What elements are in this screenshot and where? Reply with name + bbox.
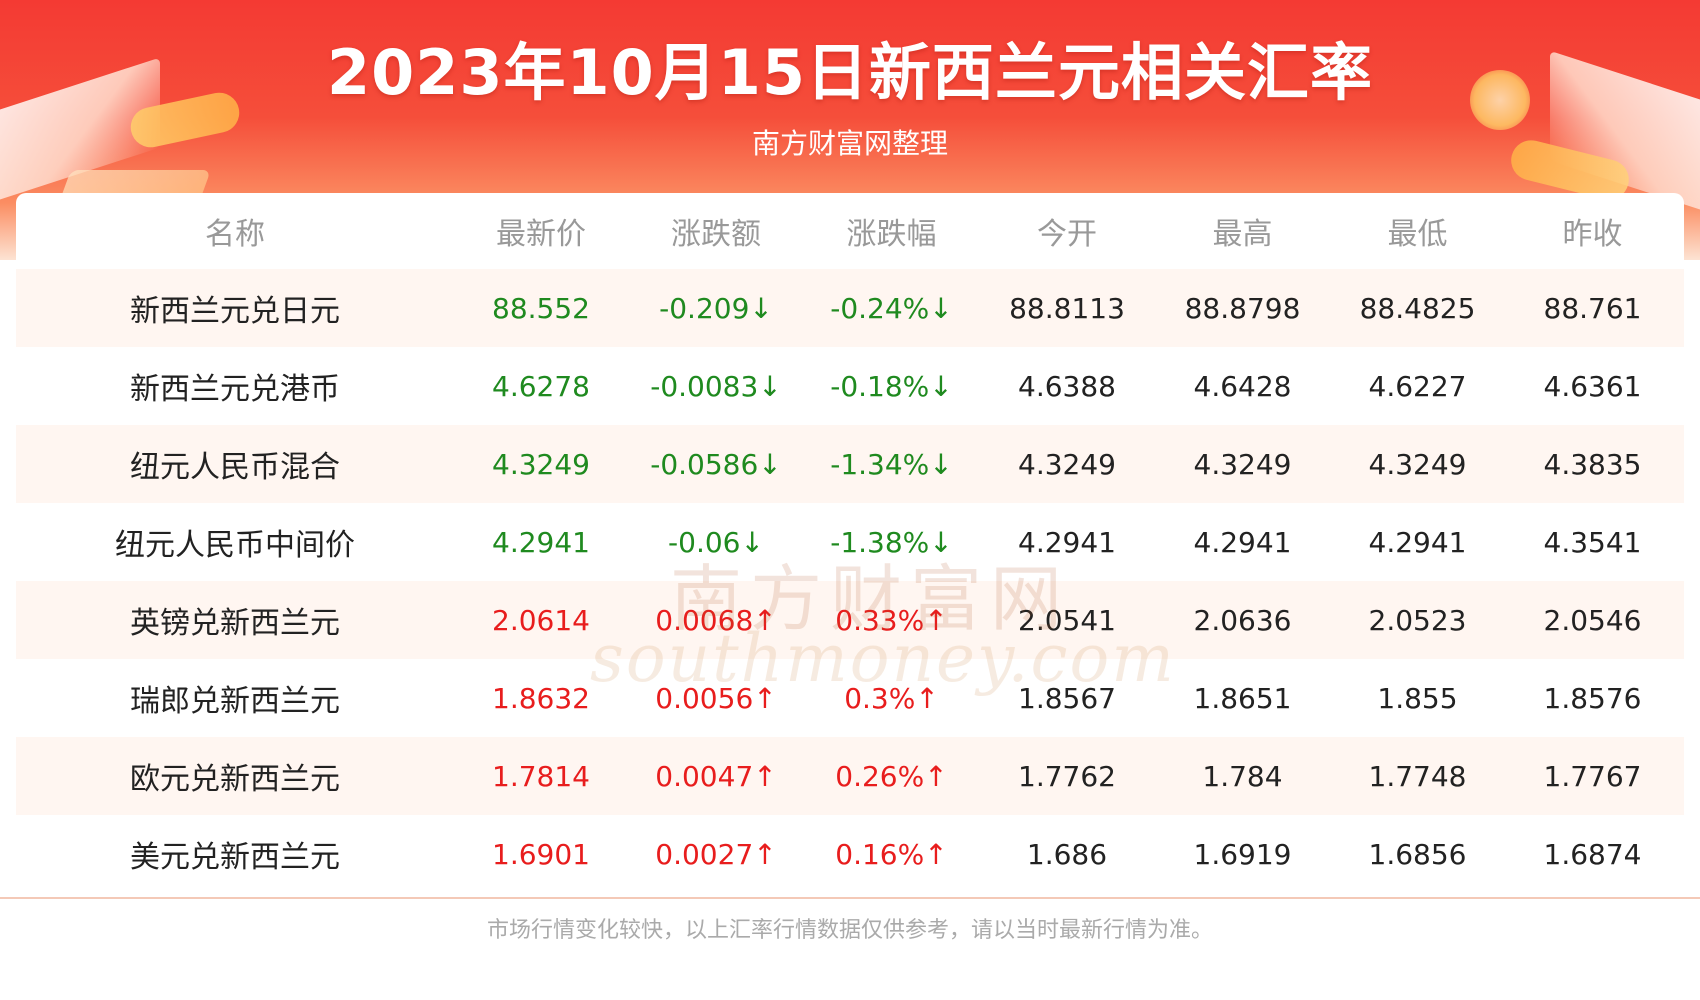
- row-low: 4.2941: [1368, 525, 1467, 559]
- column-header-high: 最高: [1212, 217, 1273, 252]
- row-low: 88.4825: [1359, 291, 1476, 325]
- row-prev-close: 88.761: [1543, 291, 1642, 325]
- row-change-pct: 0.26%↑: [835, 759, 948, 793]
- row-prev-close: 1.6874: [1543, 837, 1642, 871]
- row-name: 新西兰元兑港币: [130, 372, 340, 407]
- row-name: 瑞郎兑新西兰元: [130, 684, 340, 719]
- table-row: 纽元人民币混合 4.3249 -0.0586↓ -1.34%↓ 4.3249 4…: [16, 425, 1684, 503]
- row-change: -0.06↓: [668, 525, 764, 559]
- row-change: -0.0083↓: [650, 369, 782, 403]
- row-name: 纽元人民币混合: [130, 450, 340, 485]
- table-row: 美元兑新西兰元 1.6901 0.0027↑ 0.16%↑ 1.686 1.69…: [16, 815, 1684, 893]
- row-latest: 4.3249: [492, 447, 590, 481]
- row-high: 4.3249: [1193, 447, 1292, 481]
- footer-divider: [0, 897, 1700, 899]
- table-row: 英镑兑新西兰元 2.0614 0.0068↑ 0.33%↑ 2.0541 2.0…: [16, 581, 1684, 659]
- row-name: 英镑兑新西兰元: [130, 606, 340, 641]
- row-prev-close: 4.6361: [1543, 369, 1642, 403]
- column-header-name: 名称: [205, 217, 265, 252]
- column-header-change-pct: 涨跌幅: [846, 217, 937, 252]
- row-latest: 1.8632: [492, 681, 590, 715]
- row-name: 美元兑新西兰元: [130, 840, 340, 875]
- row-change-pct: 0.33%↑: [835, 603, 948, 637]
- row-open: 4.2941: [1018, 525, 1116, 559]
- column-header-low: 最低: [1387, 217, 1448, 252]
- column-header-change: 涨跌额: [671, 217, 761, 252]
- row-latest: 2.0614: [492, 603, 590, 637]
- table-row: 新西兰元兑港币 4.6278 -0.0083↓ -0.18%↓ 4.6388 4…: [16, 347, 1684, 425]
- row-high: 1.6919: [1193, 837, 1292, 871]
- row-low: 2.0523: [1368, 603, 1467, 637]
- row-low: 1.855: [1377, 681, 1458, 715]
- row-high: 1.784: [1202, 759, 1283, 793]
- table-row: 纽元人民币中间价 4.2941 -0.06↓ -1.38%↓ 4.2941 4.…: [16, 503, 1684, 581]
- rates-table: 名称 最新价 涨跌额 涨跌幅 今开 最高 最低 昨收 新西兰元兑日元 88.55…: [16, 193, 1684, 893]
- table-header: 名称 最新价 涨跌额 涨跌幅 今开 最高 最低 昨收: [16, 193, 1684, 269]
- row-latest: 88.552: [492, 291, 590, 325]
- table-row: 欧元兑新西兰元 1.7814 0.0047↑ 0.26%↑ 1.7762 1.7…: [16, 737, 1684, 815]
- row-low: 1.7748: [1368, 759, 1467, 793]
- row-high: 88.8798: [1184, 291, 1301, 325]
- row-change-pct: 0.3%↑: [844, 681, 939, 715]
- row-change-pct: -1.34%↓: [830, 447, 953, 481]
- row-prev-close: 4.3835: [1543, 447, 1642, 481]
- row-high: 4.6428: [1193, 369, 1292, 403]
- row-change-pct: -0.18%↓: [830, 369, 953, 403]
- row-name: 欧元兑新西兰元: [130, 762, 340, 797]
- column-header-prev-close: 昨收: [1562, 217, 1623, 252]
- row-name: 纽元人民币中间价: [115, 528, 355, 563]
- row-change: -0.0586↓: [650, 447, 782, 481]
- row-change-pct: -0.24%↓: [830, 291, 953, 325]
- row-prev-close: 1.8576: [1543, 681, 1642, 715]
- row-open: 2.0541: [1018, 603, 1116, 637]
- row-change: -0.209↓: [659, 291, 773, 325]
- row-latest: 1.7814: [492, 759, 590, 793]
- row-low: 4.6227: [1368, 369, 1467, 403]
- row-latest: 4.2941: [492, 525, 590, 559]
- row-name: 新西兰元兑日元: [130, 294, 340, 329]
- table-row: 瑞郎兑新西兰元 1.8632 0.0056↑ 0.3%↑ 1.8567 1.86…: [16, 659, 1684, 737]
- row-change-pct: 0.16%↑: [835, 837, 948, 871]
- row-high: 4.2941: [1193, 525, 1292, 559]
- row-open: 88.8113: [1009, 291, 1125, 325]
- row-high: 1.8651: [1193, 681, 1292, 715]
- row-prev-close: 2.0546: [1543, 603, 1642, 637]
- row-high: 2.0636: [1193, 603, 1292, 637]
- row-open: 1.686: [1026, 837, 1108, 871]
- row-change: 0.0027↑: [655, 837, 777, 871]
- column-header-latest: 最新价: [496, 217, 586, 252]
- row-latest: 1.6901: [492, 837, 590, 871]
- column-header-open: 今开: [1037, 217, 1097, 252]
- decor-glow-right: [1470, 70, 1530, 130]
- row-latest: 4.6278: [492, 369, 590, 403]
- row-change-pct: -1.38%↓: [830, 525, 953, 559]
- page-title: 2023年10月15日新西兰元相关汇率: [326, 36, 1374, 109]
- row-open: 1.8567: [1018, 681, 1116, 715]
- page-subtitle: 南方财富网整理: [751, 127, 948, 160]
- row-change: 0.0047↑: [655, 759, 777, 793]
- row-open: 4.3249: [1018, 447, 1116, 481]
- row-prev-close: 1.7767: [1543, 759, 1642, 793]
- row-open: 4.6388: [1018, 369, 1116, 403]
- table-row: 新西兰元兑日元 88.552 -0.209↓ -0.24%↓ 88.8113 8…: [16, 269, 1684, 347]
- row-change: 0.0056↑: [655, 681, 777, 715]
- disclaimer-text: 市场行情变化较快，以上汇率行情数据仅供参考，请以当时最新行情为准。: [486, 918, 1213, 943]
- row-low: 4.3249: [1368, 447, 1467, 481]
- row-change: 0.0068↑: [655, 603, 777, 637]
- row-low: 1.6856: [1368, 837, 1467, 871]
- row-prev-close: 4.3541: [1543, 525, 1642, 559]
- row-open: 1.7762: [1018, 759, 1116, 793]
